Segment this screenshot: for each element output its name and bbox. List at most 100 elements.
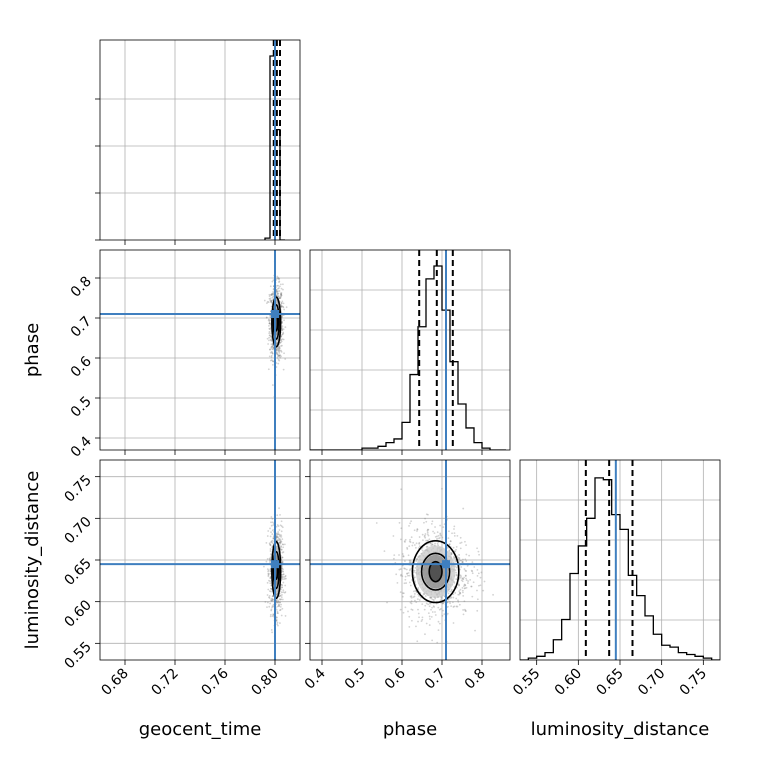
sample-point bbox=[472, 581, 475, 584]
sample-point bbox=[408, 625, 411, 628]
sample-point bbox=[283, 308, 286, 311]
sample-point bbox=[416, 530, 418, 532]
sample-point bbox=[436, 535, 438, 538]
sample-point bbox=[450, 553, 453, 556]
sample-point bbox=[483, 580, 486, 583]
sample-point bbox=[464, 574, 467, 577]
sample-point bbox=[477, 550, 480, 553]
sample-point bbox=[393, 554, 396, 557]
sample-point bbox=[269, 299, 272, 302]
sample-point bbox=[271, 351, 274, 354]
sample-point bbox=[269, 613, 272, 616]
sample-point bbox=[271, 533, 274, 535]
sample-point bbox=[427, 528, 430, 531]
sample-point bbox=[276, 536, 278, 538]
sample-point bbox=[471, 561, 474, 564]
sample-point bbox=[275, 616, 278, 619]
sample-point bbox=[281, 338, 284, 341]
sample-point bbox=[281, 551, 284, 554]
sample-point bbox=[280, 614, 283, 617]
sample-point bbox=[458, 592, 461, 594]
sample-point bbox=[276, 291, 279, 294]
sample-point bbox=[268, 327, 271, 330]
sample-point bbox=[411, 609, 414, 611]
sample-point bbox=[441, 536, 444, 539]
sample-point bbox=[280, 294, 283, 297]
sample-point bbox=[449, 551, 452, 554]
sample-point bbox=[448, 530, 450, 533]
sample-point bbox=[269, 577, 272, 579]
sample-point bbox=[269, 535, 272, 538]
density-fill bbox=[428, 562, 443, 581]
sample-point bbox=[405, 582, 407, 584]
sample-point bbox=[275, 299, 278, 302]
sample-point bbox=[277, 533, 279, 536]
sample-point bbox=[277, 349, 280, 352]
sample-point bbox=[282, 581, 285, 584]
sample-point bbox=[437, 537, 440, 540]
sample-point bbox=[437, 534, 440, 537]
sample-point bbox=[424, 533, 427, 535]
sample-point bbox=[453, 532, 456, 534]
sample-point bbox=[270, 301, 272, 303]
sample-point bbox=[410, 561, 413, 564]
sample-point bbox=[454, 592, 457, 594]
sample-point bbox=[421, 549, 424, 552]
sample-point bbox=[462, 507, 465, 510]
sample-point bbox=[270, 294, 273, 296]
sample-point bbox=[268, 293, 271, 296]
sample-point bbox=[278, 622, 281, 624]
sample-point bbox=[265, 560, 268, 563]
sample-point bbox=[280, 525, 283, 528]
sample-point bbox=[461, 580, 464, 583]
sample-point bbox=[277, 358, 280, 361]
sample-point bbox=[269, 576, 272, 579]
sample-point bbox=[278, 346, 281, 349]
sample-point bbox=[434, 542, 436, 545]
sample-point bbox=[431, 520, 434, 523]
sample-point bbox=[457, 600, 460, 603]
sample-point bbox=[278, 541, 281, 544]
sample-point bbox=[272, 360, 274, 363]
sample-point bbox=[277, 531, 280, 533]
sample-point bbox=[278, 541, 281, 544]
sample-point bbox=[459, 592, 462, 594]
sample-point bbox=[465, 586, 468, 589]
sample-point bbox=[403, 540, 406, 543]
sample-point bbox=[282, 331, 285, 334]
sample-point bbox=[270, 359, 273, 362]
sample-point bbox=[271, 521, 274, 524]
sample-point bbox=[406, 572, 409, 575]
histogram-luminosity_distance bbox=[520, 477, 720, 660]
sample-point bbox=[417, 587, 420, 589]
sample-point bbox=[270, 609, 273, 612]
y-tick-label: 0.8 bbox=[68, 274, 95, 301]
sample-point bbox=[423, 521, 425, 524]
sample-point bbox=[280, 591, 283, 594]
sample-point bbox=[406, 573, 408, 575]
sample-point bbox=[267, 343, 270, 345]
sample-point bbox=[436, 542, 439, 545]
sample-point bbox=[414, 580, 416, 583]
sample-point bbox=[280, 540, 283, 543]
sample-point bbox=[270, 350, 273, 353]
sample-point bbox=[386, 601, 388, 604]
sample-point bbox=[463, 568, 466, 570]
sample-point bbox=[281, 329, 283, 331]
sample-point bbox=[271, 539, 274, 542]
sample-point bbox=[464, 569, 467, 572]
sample-point bbox=[458, 558, 461, 561]
sample-point bbox=[429, 602, 432, 605]
sample-point bbox=[278, 507, 280, 510]
sample-point bbox=[409, 541, 412, 544]
y-axis-label-phase: phase bbox=[22, 323, 43, 377]
sample-point bbox=[449, 590, 452, 593]
sample-point bbox=[283, 591, 286, 594]
sample-point bbox=[280, 340, 283, 343]
sample-point bbox=[269, 570, 272, 573]
sample-point bbox=[452, 622, 455, 624]
sample-point bbox=[413, 590, 415, 593]
sample-point bbox=[466, 582, 469, 584]
panel-frame bbox=[99, 459, 301, 661]
